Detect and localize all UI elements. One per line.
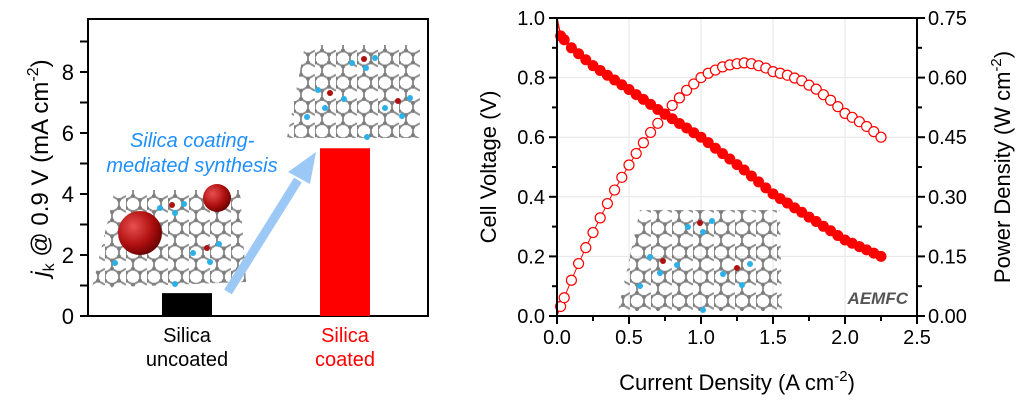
bar-chart: 0 2 4 6 8 jk @ 0.9 V (mA cm-2) Silica coatin…	[25, 18, 429, 371]
y-tick-label: 2	[62, 243, 74, 268]
fuel-cell-chart: 0.0 0.5 1.0 1.5 2.0 2.5 0.0 0.2 0.4 0.6 0.8 1.0 0.00…	[476, 8, 1015, 395]
power-density-point	[630, 147, 642, 160]
axis-ticks: 0.0 0.5 1.0 1.5 2.0 2.5 0.0 0.2 0.4 0.6 0.8 1.0 0.00…	[517, 8, 967, 349]
power-density-point	[601, 197, 614, 210]
power-density-point	[875, 131, 887, 143]
synthesis-annotation: Silica coating- mediated synthesis	[106, 130, 277, 177]
y-tick-label: 4	[62, 182, 74, 207]
power-density-point	[623, 159, 635, 171]
series	[554, 17, 887, 317]
left-y-tick-label: 1.0	[517, 8, 545, 30]
cell-voltage-point	[558, 34, 570, 46]
graphene-illustration-coated	[287, 45, 420, 140]
category-label-line1: Silica	[321, 325, 370, 347]
power-density-point	[810, 83, 822, 95]
left-y-tick-label: 0.4	[517, 187, 545, 209]
y-tick-label: 8	[62, 60, 74, 85]
bar-chart-y-ticks: 0 2 4 6 8	[62, 40, 88, 329]
bar-chart-y-axis-label: jk @ 0.9 V (mA cm-2)	[25, 59, 58, 279]
left-y-axis-label: Cell Voltage (V)	[476, 91, 501, 244]
power-density-point	[868, 126, 880, 138]
graphene-illustration-uncoated	[92, 184, 246, 288]
synthesis-arrow-icon	[224, 152, 316, 295]
power-density-point	[637, 137, 650, 149]
x-tick-label: 2.5	[903, 327, 931, 349]
x-tick-label: 1.0	[687, 327, 715, 349]
power-density-point	[594, 212, 606, 224]
right-y-axis-label: Power Density (W cm-2)	[988, 51, 1015, 283]
right-y-tick-label: 0.30	[928, 187, 967, 209]
y-tick-label: 0	[62, 304, 74, 329]
right-y-tick-label: 0.60	[928, 68, 967, 90]
nanoparticle-large	[118, 211, 162, 255]
left-y-tick-label: 0.6	[517, 127, 545, 149]
bars	[162, 148, 370, 316]
right-y-tick-label: 0.45	[928, 127, 967, 149]
aemfc-label: AEMFC	[847, 289, 909, 308]
right-y-tick-label: 0.75	[928, 8, 967, 30]
bar-coated	[320, 148, 370, 316]
category-label-line2: coated	[315, 349, 375, 371]
power-density-point	[652, 117, 664, 129]
power-density-point	[688, 78, 700, 90]
power-density-point	[680, 84, 693, 96]
left-y-tick-label: 0.8	[517, 68, 545, 90]
power-density-point	[587, 226, 599, 239]
power-density-point	[817, 89, 830, 101]
right-y-tick-label: 0.15	[928, 246, 967, 268]
power-density-point	[558, 292, 570, 304]
power-density-point	[673, 92, 686, 104]
power-density-point	[644, 126, 657, 139]
left-y-tick-label: 0.0	[517, 306, 545, 328]
category-label-line1: Silica	[163, 325, 212, 347]
power-density-point	[666, 99, 678, 112]
category-label-line2: uncoated	[146, 349, 228, 371]
power-density-point	[608, 184, 621, 196]
x-axis-label: Current Density (A cm-2)	[619, 368, 855, 395]
power-density-point	[572, 257, 585, 270]
x-tick-label: 1.5	[759, 327, 787, 349]
y-tick-label: 6	[62, 121, 74, 146]
x-tick-label: 2.0	[831, 327, 859, 349]
x-tick-label: 0.0	[543, 327, 571, 349]
power-density-point	[824, 94, 837, 106]
power-density-point	[832, 101, 844, 113]
bar-chart-frame	[87, 18, 429, 317]
power-density-point	[616, 171, 628, 183]
cell-voltage-point	[875, 250, 887, 262]
x-tick-label: 0.5	[615, 327, 643, 349]
right-y-tick-label: 0.00	[928, 306, 967, 328]
power-density-point	[580, 242, 592, 254]
graphene-illustration-aemfc	[618, 210, 782, 313]
power-density-point	[565, 274, 578, 286]
bar-uncoated	[162, 293, 212, 316]
left-y-tick-label: 0.2	[517, 246, 545, 268]
nanoparticle-small	[203, 184, 231, 212]
